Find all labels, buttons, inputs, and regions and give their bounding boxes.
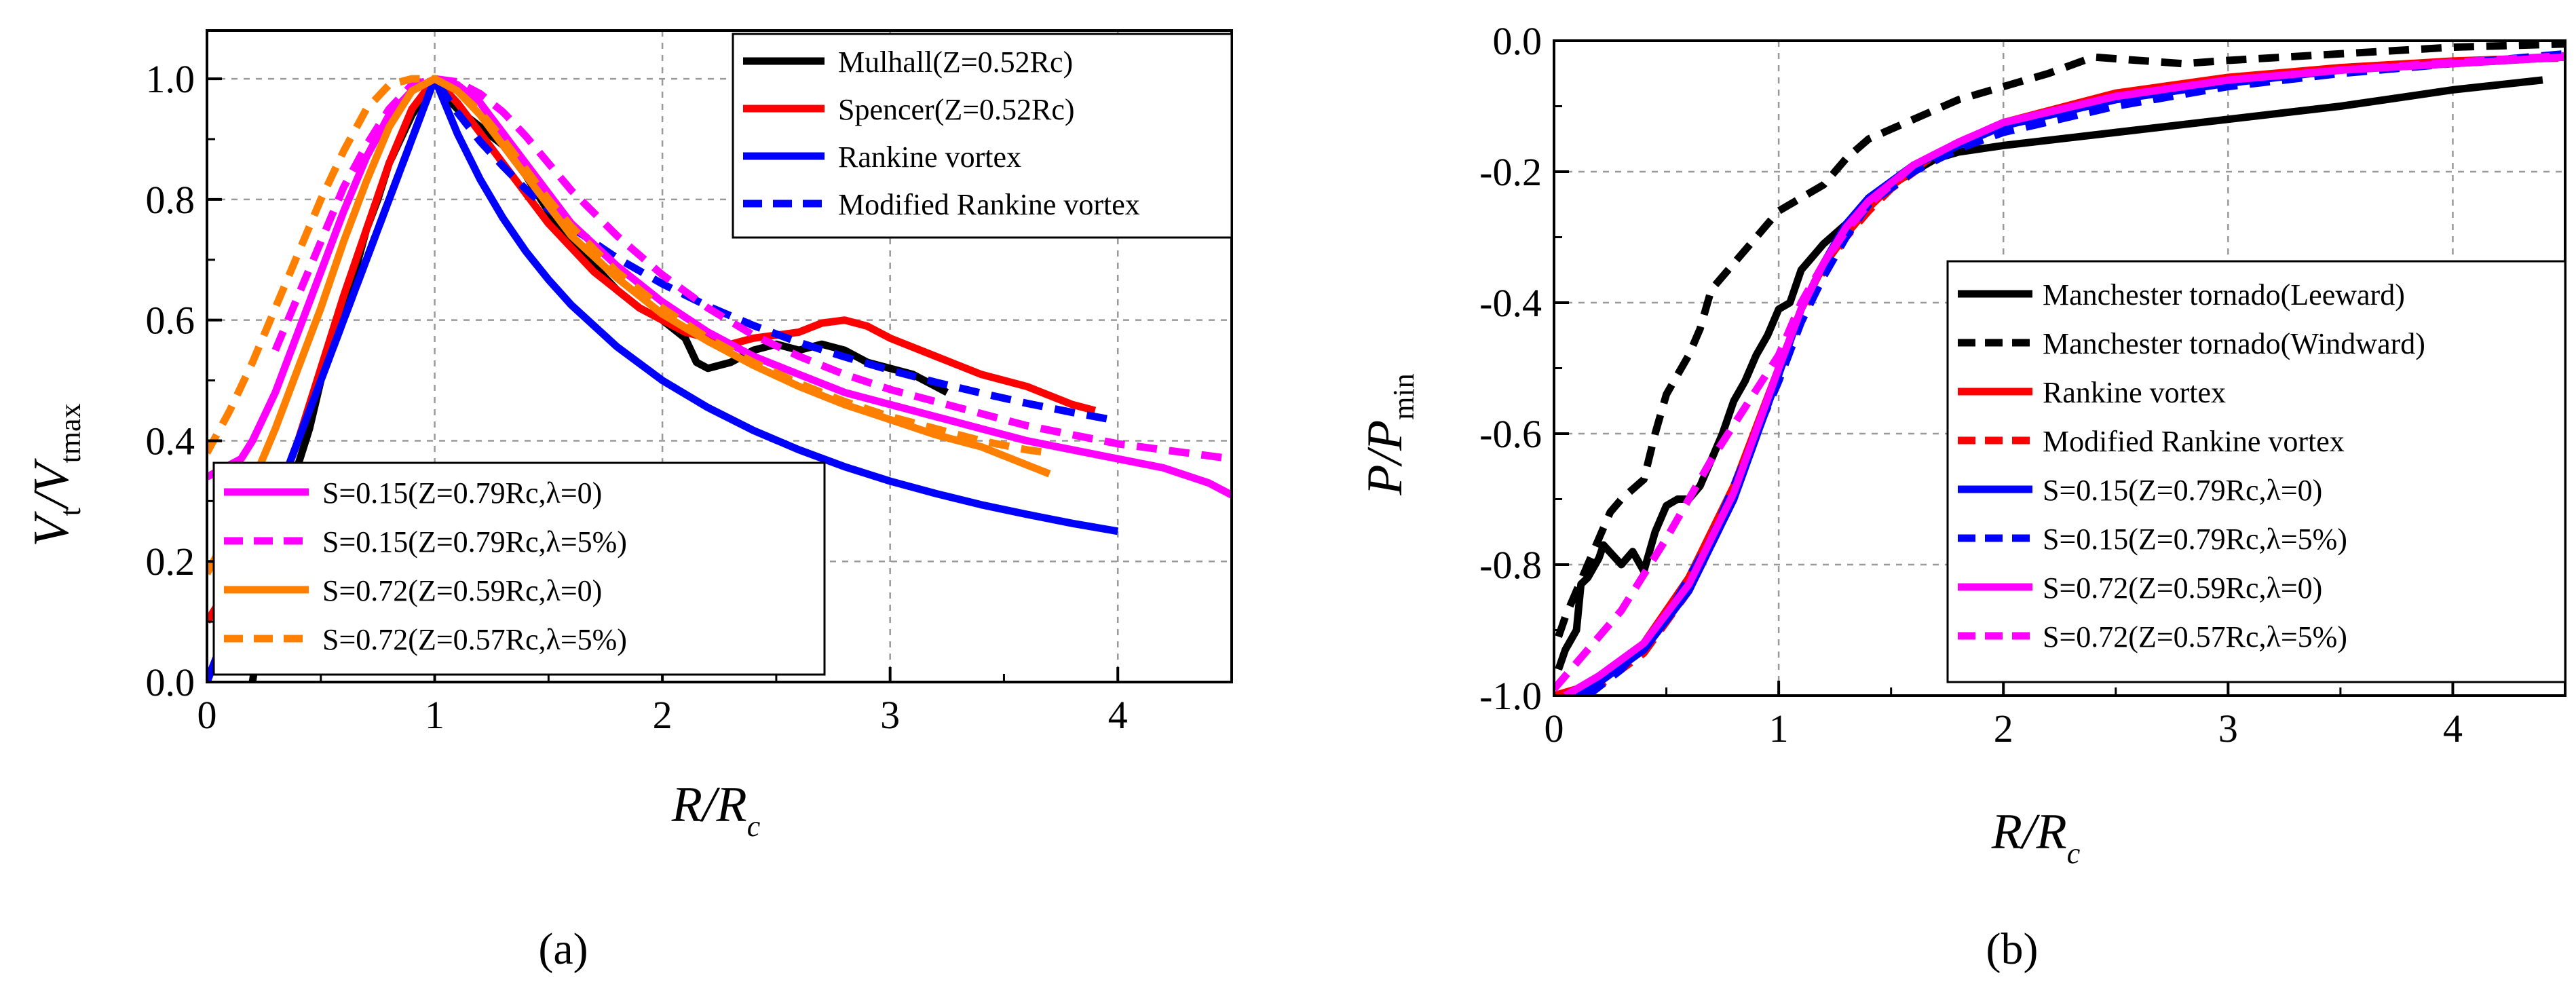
panel-b-xtick-label-3: 3	[2218, 706, 2238, 751]
legend-b-label-s072-l0: S=0.72(Z=0.59Rc,λ=0)	[2043, 571, 2322, 605]
panel-a-xtick-label-0: 0	[197, 693, 217, 737]
panel-b-ytick-label-0: 0.0	[1493, 19, 1542, 63]
panel-a-legend-lower: S=0.15(Z=0.79Rc,λ=0) S=0.15(Z=0.79Rc,λ=5…	[212, 461, 826, 676]
legend-b-label-s015-l0: S=0.15(Z=0.79Rc,λ=0)	[2043, 474, 2322, 507]
legend-b-label-modified-rankine: Modified Rankine vortex	[2043, 425, 2345, 458]
legend-b-label-rankine: Rankine vortex	[2043, 376, 2226, 409]
panel-a-ytick-label-0: 0.0	[146, 660, 195, 704]
panel-a-plot-frame	[206, 29, 1233, 683]
panel-a-series	[207, 75, 1232, 682]
panel-a-series-5-s-0-15-z-0-79rc-5	[271, 75, 1232, 463]
panel-b-xtick-label-4: 4	[2443, 706, 2463, 751]
legend-label-s072-l5: S=0.72(Z=0.57Rc,λ=5%)	[322, 623, 627, 656]
panel-b-ytick-label-3: -0.6	[1479, 412, 1542, 456]
legend-label-mulhall: Mulhall(Z=0.52Rc)	[838, 45, 1073, 79]
panel-b-series-1-manchester-tornado-windward	[1555, 41, 2565, 638]
panel-b-ytick-label-2: -0.4	[1479, 281, 1542, 325]
legend-label-s072-l0: S=0.72(Z=0.59Rc,λ=0)	[322, 574, 602, 607]
panel-a-xtick-label-4: 4	[1108, 693, 1128, 737]
panel-a-xtick-label-1: 1	[425, 693, 444, 737]
panel-b-xtick-label-0: 0	[1545, 706, 1564, 751]
legend-b-label-s015-l5: S=0.15(Z=0.79Rc,λ=5%)	[2043, 523, 2347, 556]
panel-a-legend-lower-box	[212, 461, 826, 676]
panel-a-ytick-label-5: 1.0	[146, 57, 195, 101]
panel-b-ticks: 0 1 2 3 4 0.0 -0.2 -0.4 -0.6 -0.8 -1.0	[1479, 19, 2463, 751]
panel-a-legend-main: Mulhall(Z=0.52Rc) Spencer(Z=0.52Rc) Rank…	[732, 33, 1233, 239]
panel-a-xtick-label-2: 2	[653, 693, 673, 737]
legend-b-label-s072-l5: S=0.72(Z=0.57Rc,λ=5%)	[2043, 620, 2347, 654]
panel-b-ytick-label-1: -0.2	[1479, 150, 1542, 194]
panel-b-xtick-label-2: 2	[1994, 706, 2013, 751]
panel-b-label: (b)	[1986, 924, 2039, 974]
panel-a-series-3-modified-rankine-vortex	[207, 75, 1119, 682]
panel-a-xlabel: R/Rc	[671, 777, 761, 843]
panel-b-series-0-manchester-tornado-leeward	[1555, 76, 2543, 671]
panel-b-ytick-label-5: -1.0	[1479, 674, 1542, 718]
panel-a-label: (a)	[538, 924, 588, 974]
panel-a-ytick-label-1: 0.2	[146, 540, 195, 584]
panel-a-ytick-label-2: 0.4	[146, 419, 195, 463]
legend-b-label-windward: Manchester tornado(Windward)	[2043, 327, 2425, 360]
legend-label-modified-rankine: Modified Rankine vortex	[838, 188, 1140, 221]
legend-label-s015-l0: S=0.15(Z=0.79Rc,λ=0)	[322, 476, 602, 510]
panel-a-ytick-label-4: 0.8	[146, 178, 195, 222]
legend-label-rankine: Rankine vortex	[838, 140, 1021, 174]
panel-a-chart: 0 1 2 3 4 0.0 0.2 0.4 0.6 0.8 1.0 Vt/Vtmax R/Rc Mu…	[24, 29, 1233, 974]
legend-b-label-leeward: Manchester tornado(Leeward)	[2043, 278, 2405, 311]
panel-b-chart: 0 1 2 3 4 0.0 -0.2 -0.4 -0.6 -0.8 -1.0 P/Pmin R/Rc…	[1357, 19, 2566, 974]
panel-b-legend-box	[1946, 260, 2566, 683]
panel-a-ytick-label-3: 0.6	[146, 299, 195, 343]
panel-a-ylabel: Vt/Vtmax	[24, 403, 87, 546]
panel-b-xtick-label-1: 1	[1769, 706, 1789, 751]
legend-label-spencer: Spencer(Z=0.52Rc)	[838, 93, 1075, 126]
panel-a-ticks: 0 1 2 3 4 0.0 0.2 0.4 0.6 0.8 1.0	[146, 57, 1128, 737]
panel-a-series-1-spencer-z-0-52rc	[207, 75, 1097, 624]
panel-b-xlabel: R/Rc	[1991, 804, 2081, 870]
legend-label-s015-l5: S=0.15(Z=0.79Rc,λ=5%)	[322, 525, 627, 559]
panel-b-series	[1554, 41, 2565, 696]
panel-b-ylabel: P/Pmin	[1357, 373, 1420, 495]
panel-a-xtick-label-3: 3	[880, 693, 900, 737]
panel-b-ytick-label-4: -0.8	[1479, 543, 1542, 587]
panel-b-legend: Manchester tornado(Leeward) Manchester t…	[1946, 260, 2566, 683]
panel-a-series-7-s-0-72-z-0-57rc-5	[207, 75, 1050, 457]
